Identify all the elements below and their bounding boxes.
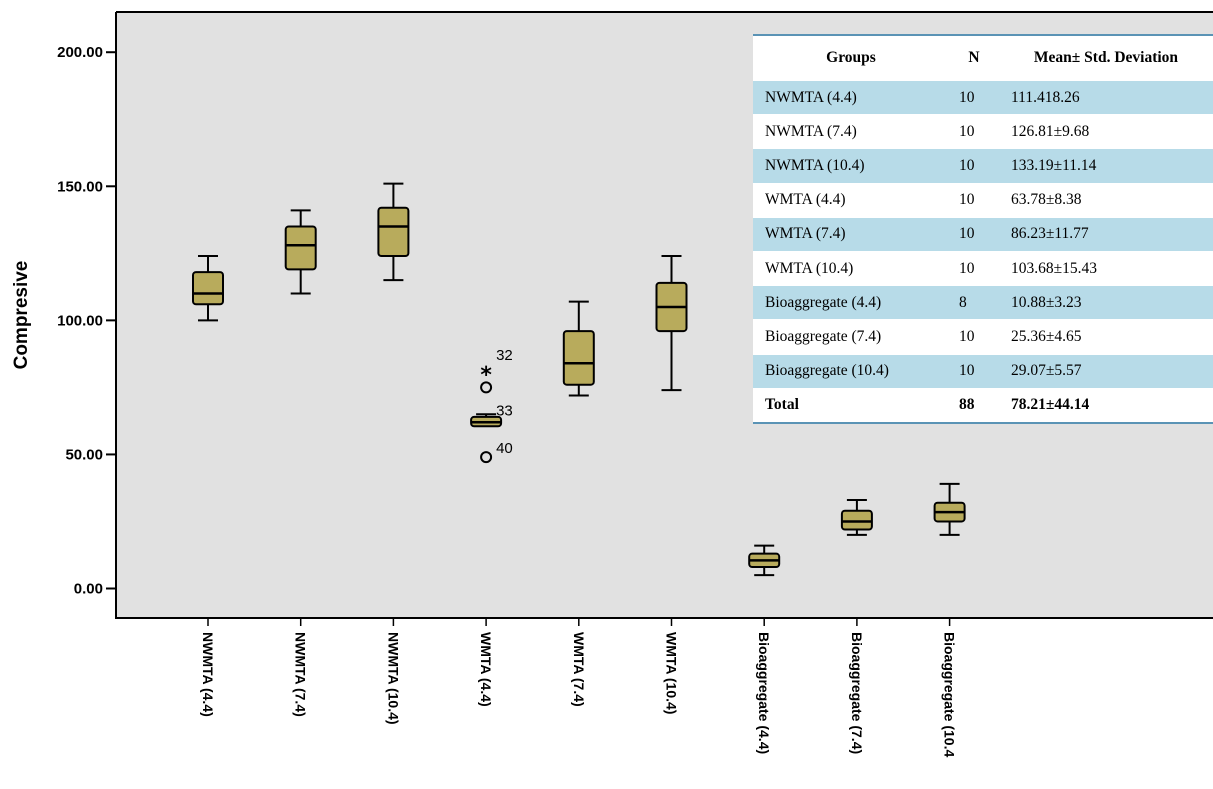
box-whisker [470, 413, 503, 428]
cell-group: NWMTA (10.4) [753, 148, 949, 184]
cell-group: NWMTA (7.4) [765, 122, 857, 140]
table-row: WMTA (4.4) 10 63.78±8.38 [753, 183, 1213, 217]
cell-group: WMTA (7.4) [753, 217, 949, 252]
iqr-box [377, 206, 410, 258]
iqr-box [192, 271, 224, 306]
box-whisker [933, 482, 966, 536]
box-whisker [562, 300, 595, 397]
cell-mean: 29.07±5.57 [999, 354, 1213, 389]
y-tick-label: 0.00 [74, 581, 103, 598]
cell-mean: 111.418.26 [999, 80, 1213, 115]
outlier-circle [480, 451, 493, 464]
cell-mean: 25.36±4.65 [1011, 327, 1082, 345]
outlier-circle [480, 381, 493, 394]
x-tick-label: Bioaggregate (4.4) [756, 632, 772, 754]
x-tick-label: Bioaggregate (10.4 [942, 632, 958, 757]
outlier: 40 [480, 440, 513, 464]
cell-mean: 103.68±15.43 [1011, 259, 1098, 277]
box-whisker [377, 182, 410, 282]
cell-n: 10 [949, 80, 999, 115]
cell-n: 88 [959, 396, 975, 414]
cell-mean: 133.19±11.14 [999, 148, 1213, 184]
cell-mean: 126.81±9.68 [1011, 122, 1090, 140]
table-row: WMTA (7.4) 10 86.23±11.77 [753, 217, 1213, 252]
cell-group: WMTA (4.4) [765, 191, 846, 209]
box-whisker [284, 209, 317, 295]
table-row: Bioaggregate (4.4) 8 10.88±3.23 [753, 285, 1213, 320]
header-mean-sd: Mean± Std. Deviation [1033, 49, 1179, 66]
cell-group: NWMTA (4.4) [753, 80, 949, 115]
y-ticks: 0.00 50.00 100.00 150.00 200.00 [57, 44, 116, 598]
outlier-star: * [480, 363, 492, 388]
cell-n: 10 [949, 354, 999, 389]
cell-mean: 10.88±3.23 [999, 285, 1213, 320]
outliers: *32 33 40 [480, 347, 513, 464]
cell-n: 10 [959, 122, 975, 140]
table-row: NWMTA (4.4) 10 111.418.26 [753, 80, 1213, 115]
cell-n: 10 [949, 148, 999, 184]
box-whisker [192, 255, 224, 322]
table-total-row: Total 88 78.21±44.14 [753, 388, 1213, 423]
cell-mean: 86.23±11.77 [999, 217, 1213, 252]
y-axis-label: Compresive [11, 261, 32, 370]
boxes [192, 182, 966, 577]
x-tick-label: WMTA (4.4) [478, 632, 494, 707]
box-whisker [655, 255, 688, 392]
cell-group: Bioaggregate (7.4) [765, 327, 882, 345]
cell-n: 8 [949, 285, 999, 320]
header-n: N [968, 49, 980, 66]
box-whisker [748, 544, 781, 577]
x-tick-label: NWMTA (7.4) [293, 632, 309, 717]
x-tick-label: WMTA (10.4) [664, 632, 680, 714]
cell-group: Total [765, 396, 799, 414]
outlier: *32 [480, 347, 512, 388]
iqr-box [562, 330, 595, 386]
outlier-label: 40 [496, 440, 513, 457]
table-row: Bioaggregate (7.4) 10 25.36±4.65 [753, 319, 1213, 354]
cell-n: 10 [959, 259, 975, 277]
y-tick-label: 50.00 [65, 446, 103, 463]
cell-group: Bioaggregate (10.4) [753, 354, 949, 389]
y-tick-label: 150.00 [57, 178, 103, 195]
outlier: 33 [496, 403, 513, 420]
x-tick-label: WMTA (7.4) [571, 632, 587, 707]
cell-n: 10 [959, 327, 975, 345]
cell-n: 10 [949, 217, 999, 252]
table-row: Bioaggregate (10.4) 10 29.07±5.57 [753, 354, 1213, 389]
x-tick-labels: NWMTA (4.4) NWMTA (7.4) NWMTA (10.4) WMTA (… [200, 618, 958, 757]
iqr-box [284, 225, 317, 271]
cell-group: Bioaggregate (4.4) [753, 285, 949, 320]
table-row: NWMTA (7.4) 10 126.81±9.68 [753, 114, 1213, 149]
outlier-label: 32 [496, 347, 513, 364]
x-tick-label: NWMTA (4.4) [200, 632, 216, 717]
x-tick-label: Bioaggregate (7.4) [849, 632, 865, 754]
outlier [480, 381, 493, 394]
y-tick-label: 100.00 [57, 312, 103, 329]
table-header-row: Groups N Mean± Std. Deviation [753, 35, 1213, 81]
outlier-label: 33 [496, 403, 513, 420]
header-groups: Groups [826, 49, 876, 66]
iqr-box [840, 509, 873, 531]
cell-group: WMTA (10.4) [765, 259, 854, 277]
y-tick-label: 200.00 [57, 44, 103, 61]
cell-n: 10 [959, 191, 975, 209]
cell-mean: 78.21±44.14 [1011, 396, 1090, 414]
stats-table: Groups N Mean± Std. Deviation NWMTA (4.4… [753, 34, 1213, 424]
cell-mean: 63.78±8.38 [1011, 191, 1082, 209]
table-row: WMTA (10.4) 10 103.68±15.43 [753, 251, 1213, 285]
x-tick-label: NWMTA (10.4) [385, 632, 401, 725]
box-whisker [840, 499, 873, 536]
table-row: NWMTA (10.4) 10 133.19±11.14 [753, 148, 1213, 184]
